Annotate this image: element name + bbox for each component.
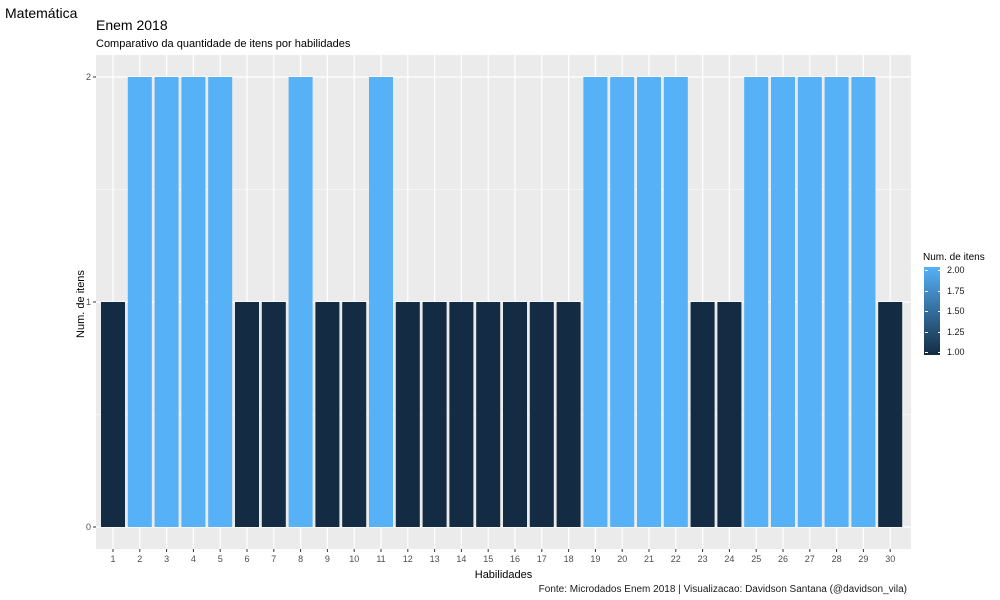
legend-tick-label: 2.00 xyxy=(947,265,965,275)
x-tick-label: 4 xyxy=(191,554,196,564)
bar-21 xyxy=(637,77,661,527)
bar-13 xyxy=(422,302,447,527)
legend-tick-mark xyxy=(938,290,941,292)
legend-tick-mark xyxy=(925,290,928,292)
bar-9 xyxy=(315,302,340,527)
x-tick-label: 18 xyxy=(564,554,574,564)
x-tick-label: 25 xyxy=(751,554,761,564)
bar-5 xyxy=(208,77,233,527)
legend-tick-mark xyxy=(938,311,941,312)
legend-tick-label: 1.50 xyxy=(947,306,965,316)
x-tick-label: 1 xyxy=(110,554,115,564)
y-tick-label: 1 xyxy=(86,297,91,307)
y-tick-label: 2 xyxy=(86,72,91,82)
legend-tick-label: 1.00 xyxy=(947,347,965,357)
x-tick-label: 12 xyxy=(403,554,413,564)
legend-tick-mark xyxy=(925,270,928,271)
x-tick-label: 24 xyxy=(724,554,734,564)
bar-1 xyxy=(101,302,125,527)
legend-tick-mark xyxy=(938,331,941,333)
x-tick-label: 30 xyxy=(885,554,895,564)
legend-tick-mark xyxy=(925,331,928,333)
bar-17 xyxy=(529,302,554,527)
color-legend: Num. de itens 2.00 1.75 1.50 1.25 1.00 xyxy=(923,252,985,357)
x-tick-label: 8 xyxy=(298,554,303,564)
x-tick-label: 16 xyxy=(510,554,520,564)
bar-14 xyxy=(449,302,474,527)
x-tick-label: 17 xyxy=(537,554,547,564)
x-tick-label: 10 xyxy=(349,554,359,564)
legend-tick-mark xyxy=(925,352,928,353)
x-tick-label: 9 xyxy=(325,554,330,564)
chart-subtitle: Comparativo da quantidade de itens por h… xyxy=(96,38,351,50)
x-tick-label: 21 xyxy=(644,554,654,564)
bar-19 xyxy=(583,77,608,527)
bar-2 xyxy=(127,77,152,527)
x-tick-label: 29 xyxy=(858,554,868,564)
bar-6 xyxy=(235,302,259,527)
bar-24 xyxy=(717,302,742,527)
x-axis-title: Habilidades xyxy=(475,569,533,581)
bar-4 xyxy=(181,77,206,527)
bar-18 xyxy=(556,302,581,527)
bar-20 xyxy=(610,77,635,527)
bar-15 xyxy=(476,302,501,527)
x-tick-label: 19 xyxy=(590,554,600,564)
bar-8 xyxy=(288,77,313,527)
window-title: Matemática xyxy=(5,5,78,21)
legend-colorbar xyxy=(924,267,941,355)
x-tick-label: 14 xyxy=(456,554,466,564)
bar-28 xyxy=(824,77,849,527)
x-tick-label: 22 xyxy=(671,554,681,564)
x-tick-label: 27 xyxy=(805,554,815,564)
legend-tick-label: 1.75 xyxy=(947,285,965,296)
x-tick-label: 11 xyxy=(376,554,385,564)
x-tick-label: 3 xyxy=(164,554,169,564)
bar-30 xyxy=(878,302,903,527)
legend-title: Num. de itens xyxy=(923,252,985,263)
bar-16 xyxy=(503,302,527,527)
bar-27 xyxy=(797,77,822,527)
x-tick-label: 26 xyxy=(778,554,788,564)
x-tick-label: 5 xyxy=(218,554,223,564)
x-tick-label: 28 xyxy=(832,554,842,564)
legend-tick-mark xyxy=(925,311,928,312)
x-tick-label: 15 xyxy=(483,554,493,564)
bar-25 xyxy=(744,77,769,527)
bar-23 xyxy=(690,302,715,527)
chart-caption: Fonte: Microdados Enem 2018 | Visualizac… xyxy=(538,584,907,595)
bar-12 xyxy=(395,302,420,527)
x-tick-label: 6 xyxy=(244,554,249,564)
bar-10 xyxy=(342,302,367,527)
x-tick-label: 2 xyxy=(137,554,142,564)
bar-7 xyxy=(261,302,286,527)
legend-tick-mark xyxy=(938,270,941,271)
bar-3 xyxy=(154,77,179,527)
bar-26 xyxy=(771,77,795,527)
legend-tick-mark xyxy=(938,352,941,353)
x-tick-label: 13 xyxy=(430,554,440,564)
bar-29 xyxy=(851,77,876,527)
bar-11 xyxy=(369,77,393,527)
x-tick-label: 7 xyxy=(271,554,276,564)
legend-tick-label: 1.25 xyxy=(947,326,965,337)
legend-ticks: 2.00 1.75 1.50 1.25 1.00 xyxy=(943,265,983,357)
x-tick-label: 20 xyxy=(617,554,627,564)
y-tick-label: 0 xyxy=(86,522,91,532)
bar-22 xyxy=(663,77,688,527)
chart-title: Enem 2018 xyxy=(96,17,168,33)
y-axis-title: Num. de itens xyxy=(75,270,87,338)
x-tick-label: 23 xyxy=(698,554,708,564)
